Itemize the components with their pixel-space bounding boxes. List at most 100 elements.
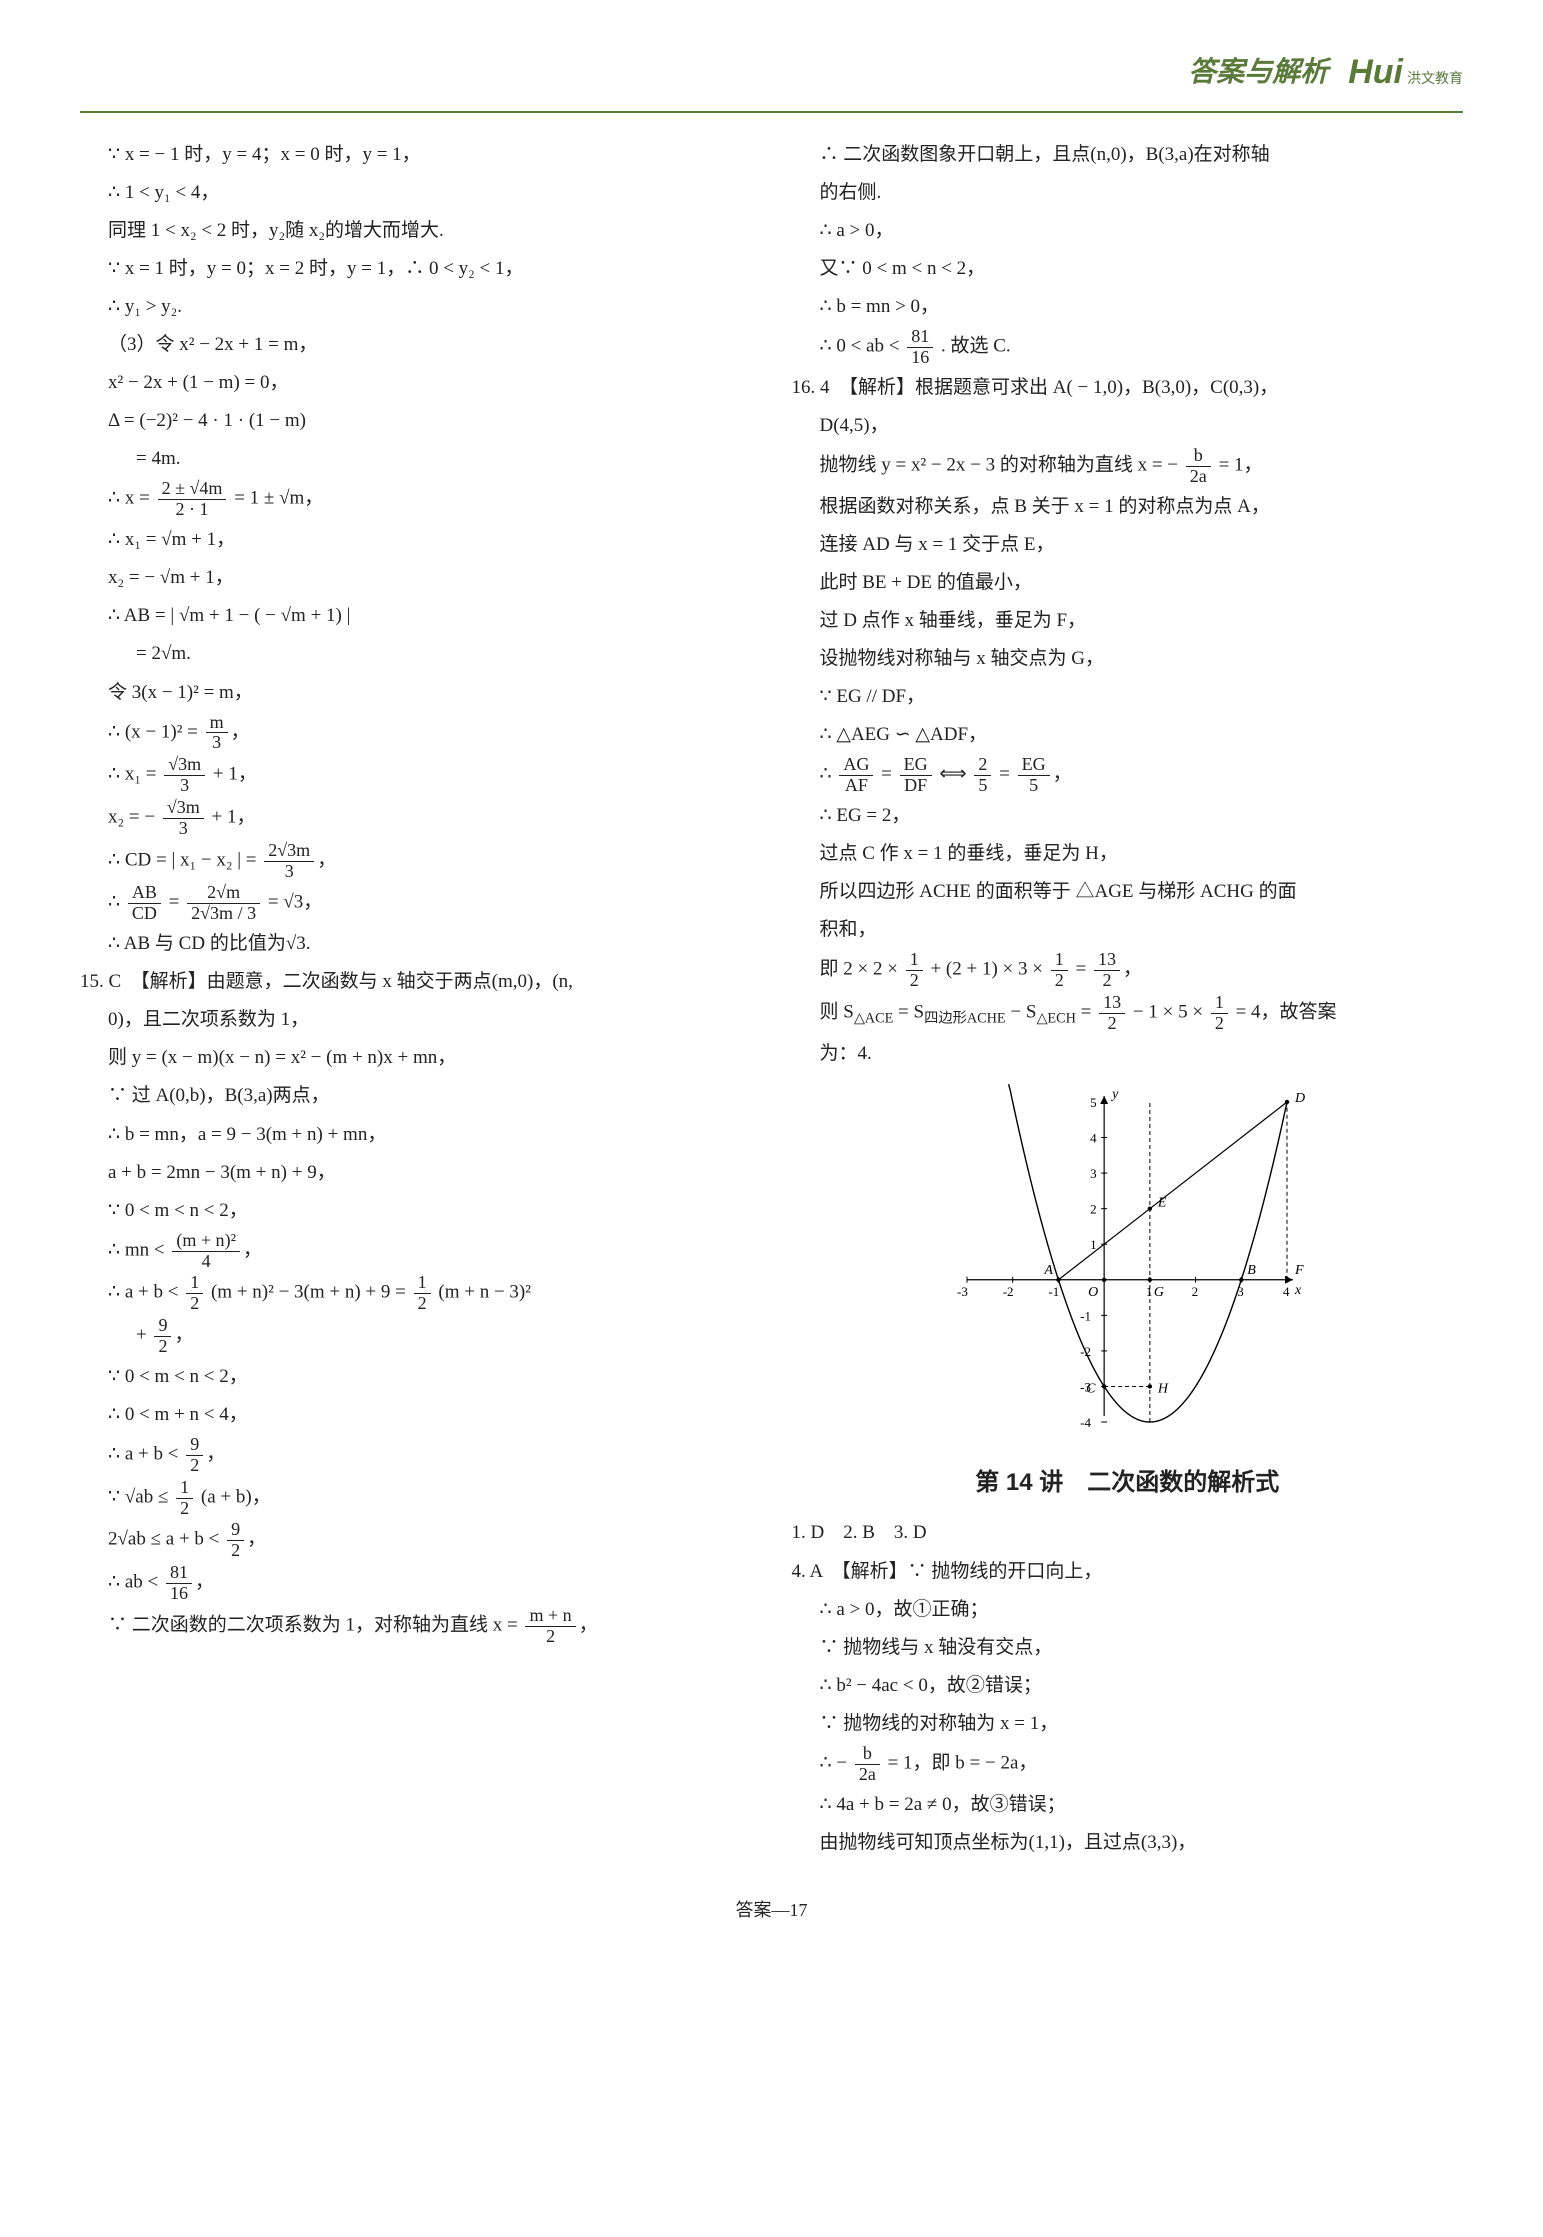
text-line: 同理 1 < x₂ < 2 时，y₂随 x₂的增大而增大. bbox=[80, 213, 752, 249]
text: (m + n)² − 3(m + n) + 9 = bbox=[211, 1282, 411, 1303]
text-line: 0)，且二次项系数为 1， bbox=[80, 1002, 752, 1038]
text-line: D(4,5)， bbox=[792, 408, 1464, 444]
text-line: ∴ a + b < 92， bbox=[80, 1435, 752, 1476]
fraction: 132 bbox=[1099, 993, 1125, 1034]
fraction: 2√m2√3m / 3 bbox=[187, 883, 260, 924]
svg-text:y: y bbox=[1110, 1087, 1119, 1102]
question-15: 15. C 【解析】由题意，二次函数与 x 轴交于两点(m,0)，(n, bbox=[80, 964, 752, 1000]
text-line: ∴ a > 0，故①正确； bbox=[792, 1592, 1464, 1628]
text: ∴ bbox=[820, 764, 837, 785]
text: ∴ bbox=[108, 892, 125, 913]
text-line: 2√ab ≤ a + b < 92， bbox=[80, 1520, 752, 1561]
text-line: ∴ b = mn > 0， bbox=[792, 289, 1464, 325]
text-line: a + b = 2mn − 3(m + n) + 9， bbox=[80, 1155, 752, 1191]
text: (m + n − 3)² bbox=[438, 1282, 531, 1303]
text-line: ∴ b² − 4ac < 0，故②错误； bbox=[792, 1668, 1464, 1704]
text: = bbox=[1075, 959, 1090, 980]
text-line: ∴ AGAF = EGDF ⟺ 25 = EG5， bbox=[792, 755, 1464, 796]
text-line: 根据函数对称关系，点 B 关于 x = 1 的对称点为点 A， bbox=[792, 489, 1464, 525]
text: ∴ CD = | x₁ − x₂ | = bbox=[108, 849, 261, 870]
text-line: 则 y = (x − m)(x − n) = x² − (m + n)x + m… bbox=[80, 1040, 752, 1076]
text: ∴ x₁ = bbox=[108, 764, 161, 785]
fraction: 2√3m3 bbox=[264, 841, 314, 882]
text: ∴ − bbox=[820, 1753, 852, 1774]
text-line: ∴ (x − 1)² = m3， bbox=[80, 713, 752, 754]
svg-text:4: 4 bbox=[1090, 1130, 1097, 1145]
text: + (2 + 1) × 3 × bbox=[930, 959, 1047, 980]
text: = 1， bbox=[1219, 455, 1263, 476]
fraction: 92 bbox=[227, 1520, 244, 1561]
text-line: ∴ EG = 2， bbox=[792, 798, 1464, 834]
text: + bbox=[136, 1325, 151, 1346]
fraction: 132 bbox=[1094, 950, 1120, 991]
svg-text:2: 2 bbox=[1192, 1284, 1199, 1299]
text-line: ∴ 0 < ab < 8116 . 故选 C. bbox=[792, 327, 1464, 368]
text: = bbox=[169, 892, 184, 913]
text-line: 由抛物线可知顶点坐标为(1,1)，且过点(3,3)， bbox=[792, 1825, 1464, 1861]
left-column: ∵ x = − 1 时，y = 4；x = 0 时，y = 1， ∴ 1 < y… bbox=[80, 137, 752, 1863]
text: ∴ x = bbox=[108, 488, 155, 509]
text-line: ∴ − b2a = 1，即 b = − 2a， bbox=[792, 1744, 1464, 1785]
fraction: EGDF bbox=[900, 755, 932, 796]
text: ∵ 二次函数的二次项系数为 1，对称轴为直线 x = bbox=[108, 1614, 522, 1635]
text-line: x₂ = − √3m3 + 1， bbox=[80, 798, 752, 839]
text-line: 又∵ 0 < m < n < 2， bbox=[792, 251, 1464, 287]
fraction: (m + n)²4 bbox=[172, 1231, 240, 1272]
svg-text:-1: -1 bbox=[1080, 1308, 1091, 1323]
svg-text:O: O bbox=[1088, 1285, 1098, 1300]
text-line: ∵ 过 A(0,b)，B(3,a)两点， bbox=[80, 1078, 752, 1114]
svg-text:G: G bbox=[1154, 1285, 1164, 1300]
text: ∴ a + b < bbox=[108, 1444, 183, 1465]
fraction: 8116 bbox=[166, 1563, 192, 1604]
svg-text:-1: -1 bbox=[1049, 1284, 1060, 1299]
fraction: 12 bbox=[414, 1273, 431, 1314]
svg-text:1: 1 bbox=[1146, 1284, 1153, 1299]
svg-text:D: D bbox=[1294, 1091, 1305, 1106]
text-line: = 4m. bbox=[80, 441, 752, 477]
fraction: 8116 bbox=[907, 327, 933, 368]
svg-text:3: 3 bbox=[1090, 1166, 1097, 1181]
fraction: m3 bbox=[206, 713, 228, 754]
fraction: ABCD bbox=[128, 883, 161, 924]
text: 则 S bbox=[820, 1002, 854, 1023]
fraction: 12 bbox=[1211, 993, 1228, 1034]
text-line: ∴ y₁ > y₂. bbox=[80, 289, 752, 325]
header-title: 答案与解析 bbox=[1188, 46, 1328, 99]
text-line: 连接 AD 与 x = 1 交于点 E， bbox=[792, 527, 1464, 563]
text-line: ∵ x = 1 时，y = 0；x = 2 时，y = 1，∴ 0 < y₂ <… bbox=[80, 251, 752, 287]
fraction: 12 bbox=[186, 1273, 203, 1314]
fraction: b2a bbox=[1186, 446, 1211, 487]
text-line: ∴ x₁ = √m + 1， bbox=[80, 522, 752, 558]
fraction: 92 bbox=[186, 1435, 203, 1476]
text-line: 即 2 × 2 × 12 + (2 + 1) × 3 × 12 = 132， bbox=[792, 950, 1464, 991]
text-line: 则 S△ACE = S四边形ACHE − S△ECH = 132 − 1 × 5… bbox=[792, 993, 1464, 1034]
text-line: ∴ a > 0， bbox=[792, 213, 1464, 249]
fraction: 12 bbox=[176, 1478, 193, 1519]
text-line: 抛物线 y = x² − 2x − 3 的对称轴为直线 x = − b2a = … bbox=[792, 446, 1464, 487]
text-line: 令 3(x − 1)² = m， bbox=[80, 675, 752, 711]
text: = √3， bbox=[268, 892, 322, 913]
text-line: ∴ 1 < y₁ < 4， bbox=[80, 175, 752, 211]
text-line: ∴ AB = | √m + 1 − ( − √m + 1) | bbox=[80, 598, 752, 634]
svg-text:5: 5 bbox=[1090, 1095, 1097, 1110]
question-16: 16. 4 【解析】根据题意可求出 A( − 1,0)，B(3,0)，C(0,3… bbox=[792, 370, 1464, 406]
text: = 4，故答案 bbox=[1236, 1002, 1337, 1023]
text-line: ∵ 0 < m < n < 2， bbox=[80, 1193, 752, 1229]
svg-text:-2: -2 bbox=[1003, 1284, 1014, 1299]
text-line: ∵ EG // DF， bbox=[792, 679, 1464, 715]
text-line: ∴ △AEG ∽ △ADF， bbox=[792, 717, 1464, 753]
text-line: ∵ 抛物线的对称轴为 x = 1， bbox=[792, 1706, 1464, 1742]
text: = bbox=[999, 764, 1014, 785]
fraction: b2a bbox=[855, 1744, 880, 1785]
svg-text:C: C bbox=[1086, 1381, 1096, 1396]
text: = bbox=[1081, 1002, 1096, 1023]
text-line: ∴ ab < 8116， bbox=[80, 1563, 752, 1604]
question-4: 4. A 【解析】∵ 抛物线的开口向上， bbox=[792, 1554, 1464, 1590]
svg-text:4: 4 bbox=[1283, 1284, 1290, 1299]
text-line: ∴ 0 < m + n < 4， bbox=[80, 1397, 752, 1433]
fraction: 25 bbox=[974, 755, 991, 796]
text-line: x₂ = − √m + 1， bbox=[80, 560, 752, 596]
right-column: ∴ 二次函数图象开口朝上，且点(n,0)，B(3,a)在对称轴 的右侧. ∴ a… bbox=[792, 137, 1464, 1863]
text-line: 积和， bbox=[792, 912, 1464, 948]
parabola-graph: xy-3-2-11234-4-3-2-112345ABCDEFGHO bbox=[792, 1082, 1464, 1442]
